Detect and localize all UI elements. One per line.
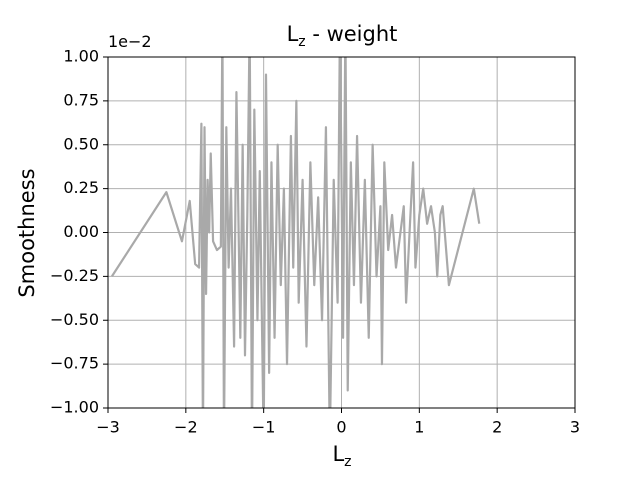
title-rest: - weight [306,22,398,46]
y-tick-label: −1.00 [50,398,99,417]
y-tick-label: −0.75 [50,354,99,373]
y-tick-label: −0.25 [50,266,99,285]
x-tick-label: 3 [570,418,580,437]
x-tick-label: 2 [492,418,502,437]
y-tick-label: 1.00 [63,47,99,66]
data-line [110,57,481,408]
ticks: −3 −2 −1 0 1 2 3 −1.00 −0.75 −0.50 −0.25 0.00 0.25 0.… [50,47,580,437]
chart-title: Lz - weight [287,22,398,50]
y-tick-label: 0.25 [63,178,99,197]
y-offset-label: 1e−2 [108,32,152,51]
y-tick-label: 0.50 [63,134,99,153]
x-tick-label: −1 [252,418,276,437]
x-tick-label: 0 [336,418,346,437]
title-main: L [287,22,299,46]
x-tick-label: −2 [174,418,198,437]
plot-area [110,57,481,408]
y-axis-label: Smoothness [15,168,39,297]
title-sub: z [298,34,305,50]
y-tick-label: 0.00 [63,222,99,241]
xlabel-main: L [332,442,344,466]
x-axis-label: Lz [332,442,351,470]
x-tick-label: −3 [96,418,120,437]
xlabel-sub: z [344,454,351,470]
y-tick-label: 0.75 [63,90,99,109]
x-tick-label: 1 [414,418,424,437]
y-tick-label: −0.50 [50,310,99,329]
